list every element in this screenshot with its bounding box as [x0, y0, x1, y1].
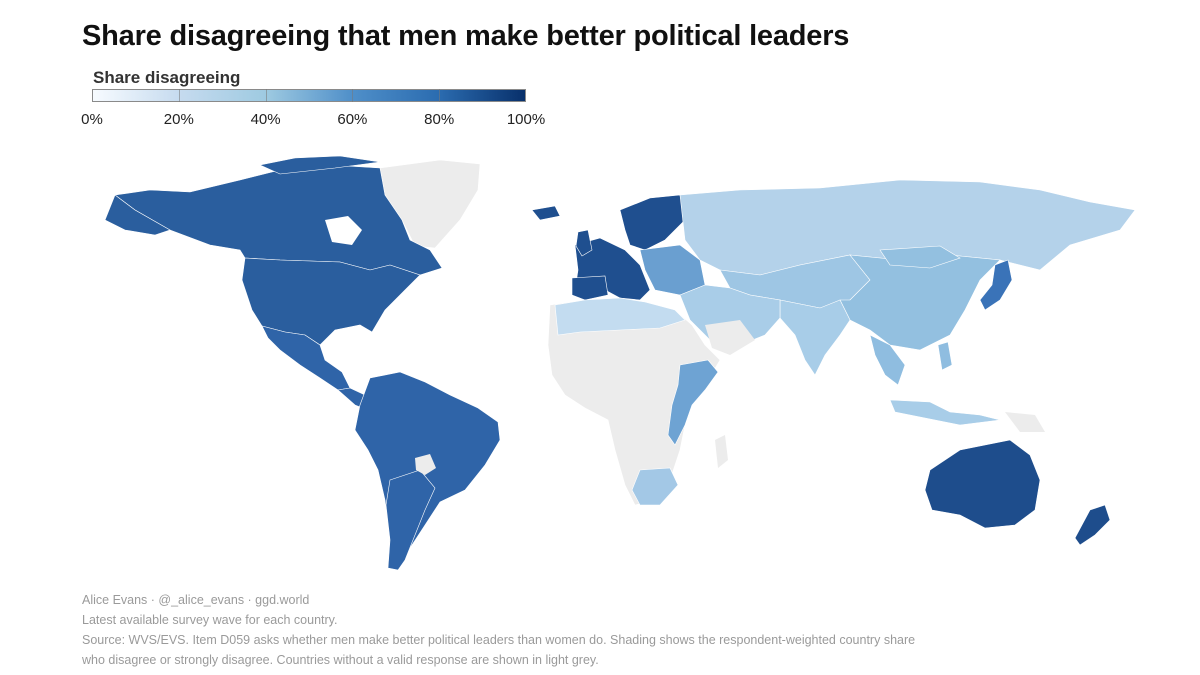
- region-australia: [924, 439, 1041, 529]
- legend-tick-label: 40%: [250, 111, 281, 128]
- world-map: [104, 155, 1136, 571]
- region-uk: [575, 229, 593, 257]
- footer-source: Source: WVS/EVS. Item D059 asks whether …: [82, 633, 916, 647]
- region-alaska: [104, 194, 171, 236]
- region-iberia: [571, 275, 609, 301]
- legend-title: Share disagreeing: [93, 68, 241, 87]
- region-arabia-grey: [705, 320, 755, 355]
- region-mexico: [261, 325, 351, 391]
- legend-tick-mark: [439, 89, 441, 102]
- region-east-africa: [667, 359, 719, 446]
- region-north-africa: [554, 297, 686, 336]
- region-japan: [979, 259, 1013, 311]
- hudson-bay: [325, 216, 362, 245]
- region-scandinavia: [619, 194, 686, 251]
- region-bolivia-hole: [415, 454, 436, 475]
- region-usa: [241, 257, 421, 346]
- chart-title: Share disagreeing that men make better p…: [82, 20, 850, 52]
- region-madagascar: [715, 435, 728, 468]
- region-philippines: [937, 341, 953, 371]
- legend-tick-mark: [178, 89, 180, 102]
- region-se-asia: [869, 334, 906, 386]
- region-new-zealand: [1074, 504, 1111, 546]
- legend-tick-mark: [265, 89, 267, 102]
- region-indonesia: [889, 399, 1001, 426]
- footer-wave-note: Latest available survey wave for each co…: [82, 613, 338, 627]
- footer-source-cont: who disagree or strongly disagree. Count…: [82, 653, 599, 667]
- region-china: [839, 254, 1001, 351]
- region-iceland: [531, 205, 561, 221]
- region-mongolia: [879, 245, 961, 269]
- region-middle-east: [679, 284, 781, 351]
- legend-tick-label: 0%: [81, 111, 103, 128]
- region-argentina: [385, 469, 436, 571]
- legend-tick-label: 20%: [163, 111, 194, 128]
- legend-tick-mark: [352, 89, 354, 102]
- legend-tick-label: 80%: [424, 111, 455, 128]
- footer-notes: Alice Evans · @_alice_evans · ggd.world …: [82, 590, 915, 670]
- region-new-guinea: [1005, 412, 1045, 432]
- region-canada-islands: [259, 155, 381, 175]
- footer-author: Alice Evans · @_alice_evans · ggd.world: [82, 593, 310, 607]
- region-canada: [114, 164, 443, 276]
- legend-tick-label: 100%: [506, 111, 546, 128]
- region-south-asia: [779, 299, 851, 376]
- legend-color-bar: [92, 89, 526, 102]
- region-south-africa: [631, 467, 679, 506]
- legend-tick-label: 60%: [337, 111, 368, 128]
